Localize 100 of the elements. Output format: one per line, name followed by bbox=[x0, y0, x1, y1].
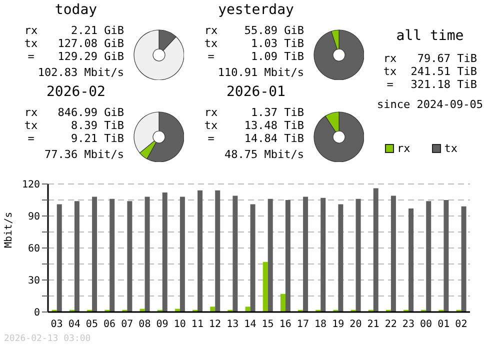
text: 129.29 GiB bbox=[58, 50, 124, 65]
y-tick-label: 30 bbox=[28, 276, 40, 287]
y-tick-label: 120 bbox=[22, 180, 40, 191]
y-tick-label: 60 bbox=[28, 244, 40, 255]
text: rx bbox=[383, 52, 397, 65]
text: 127.08 GiB bbox=[58, 37, 124, 50]
chart-title: 2026-01 bbox=[225, 84, 286, 100]
text: tx bbox=[383, 65, 397, 78]
text: since 2024-09-05 bbox=[376, 98, 484, 111]
bar bbox=[127, 201, 132, 312]
x-tick-label: 11 bbox=[191, 319, 204, 330]
text: = bbox=[26, 50, 36, 65]
legend-label: rx bbox=[396, 142, 410, 155]
text: = bbox=[26, 132, 36, 147]
bar bbox=[338, 204, 344, 312]
x-tick-label: 10 bbox=[174, 319, 186, 330]
x-tick-label: 22 bbox=[384, 319, 397, 330]
text: tx bbox=[204, 37, 218, 50]
text: 2.21 GiB bbox=[71, 24, 124, 37]
bar bbox=[56, 204, 62, 312]
bar bbox=[110, 198, 115, 312]
chart-title: yesterday bbox=[217, 2, 295, 18]
text: 321.18 TiB bbox=[410, 78, 477, 93]
x-tick-label: 04 bbox=[68, 319, 80, 330]
bar bbox=[461, 206, 466, 312]
bar bbox=[285, 200, 290, 312]
bar bbox=[426, 201, 432, 312]
bar bbox=[280, 294, 286, 312]
donut-slice bbox=[314, 30, 364, 80]
bar bbox=[320, 198, 326, 312]
x-tick-label: 03 bbox=[50, 319, 63, 330]
bar bbox=[92, 196, 98, 312]
x-tick-label: 12 bbox=[209, 319, 222, 330]
chart-title: today bbox=[54, 2, 98, 18]
x-tick-label: 18 bbox=[314, 319, 327, 330]
bar bbox=[210, 306, 216, 312]
text: rx bbox=[204, 106, 218, 119]
text: 1.37 TiB bbox=[251, 106, 304, 119]
y-tick-label: 0 bbox=[34, 308, 40, 319]
x-tick-label: 05 bbox=[86, 319, 98, 330]
text: 13.48 TiB bbox=[244, 119, 304, 132]
text: 110.91 Mbit/s bbox=[216, 66, 304, 79]
x-tick-label: 02 bbox=[455, 319, 468, 330]
text: 77.36 Mbit/s bbox=[44, 148, 124, 161]
bar bbox=[390, 196, 396, 312]
text: 79.67 TiB bbox=[417, 52, 477, 65]
x-tick-label: 08 bbox=[138, 319, 151, 330]
x-tick-label: 07 bbox=[121, 319, 134, 330]
y-axis-title: Mbit/s bbox=[4, 212, 15, 248]
text: tx bbox=[24, 119, 38, 132]
bar bbox=[356, 198, 361, 312]
text: 241.51 TiB bbox=[410, 65, 477, 78]
text: 9.21 TiB bbox=[71, 132, 124, 147]
text: = bbox=[206, 50, 216, 65]
bar bbox=[180, 196, 185, 312]
x-tick-label: 01 bbox=[438, 319, 450, 330]
x-tick-label: 23 bbox=[402, 319, 414, 330]
text: 846.99 GiB bbox=[58, 106, 124, 119]
text: tx bbox=[24, 37, 38, 50]
text: all time bbox=[395, 28, 465, 44]
bar bbox=[444, 200, 449, 312]
bar bbox=[303, 196, 308, 312]
x-tick-label: 17 bbox=[296, 319, 309, 330]
bar bbox=[408, 208, 414, 312]
x-tick-label: 06 bbox=[104, 319, 116, 330]
y-tick-label: 90 bbox=[28, 212, 40, 223]
legend-label: tx bbox=[443, 142, 458, 155]
bar bbox=[268, 198, 273, 312]
text: 1.03 TiB bbox=[251, 37, 304, 50]
x-tick-label: 19 bbox=[332, 319, 344, 330]
x-tick-label: 09 bbox=[156, 319, 168, 330]
x-tick-label: 21 bbox=[367, 319, 380, 330]
bar bbox=[262, 262, 268, 312]
bar bbox=[250, 204, 256, 312]
bar bbox=[215, 190, 220, 312]
x-tick-label: 13 bbox=[226, 319, 239, 330]
text: 102.83 Mbit/s bbox=[36, 66, 124, 79]
bar bbox=[232, 196, 238, 312]
x-tick-label: 14 bbox=[244, 319, 256, 330]
text: 1.09 TiB bbox=[251, 50, 304, 65]
bar bbox=[245, 306, 250, 312]
text: rx bbox=[204, 24, 218, 37]
x-tick-label: 00 bbox=[420, 319, 432, 330]
bar bbox=[144, 196, 150, 312]
text: = bbox=[206, 132, 216, 147]
text: 48.75 Mbit/s bbox=[224, 148, 304, 161]
bar bbox=[198, 190, 203, 312]
text: 55.89 GiB bbox=[244, 24, 304, 37]
text: rx bbox=[24, 24, 38, 37]
bar bbox=[373, 188, 378, 312]
x-tick-label: 20 bbox=[350, 319, 362, 330]
bar bbox=[74, 201, 80, 312]
x-tick-label: 16 bbox=[279, 319, 292, 330]
chart-title: 2026-02 bbox=[45, 84, 106, 100]
text: rx bbox=[24, 106, 38, 119]
text: 14.84 TiB bbox=[244, 132, 304, 147]
text: = bbox=[386, 78, 394, 93]
text: 8.39 TiB bbox=[71, 119, 124, 132]
donut-slice bbox=[314, 112, 364, 162]
text: tx bbox=[204, 119, 218, 132]
